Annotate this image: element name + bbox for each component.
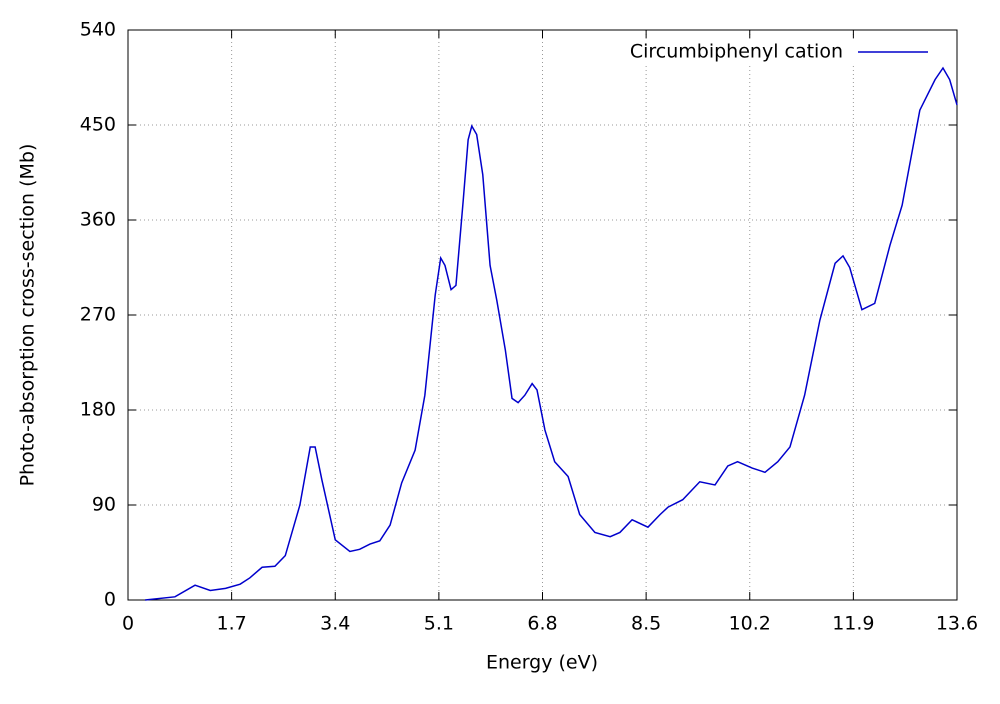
x-tick-label: 0	[122, 613, 134, 635]
y-tick-label: 540	[80, 19, 116, 41]
x-tick-label: 3.4	[320, 613, 350, 635]
x-axis-label: Energy (eV)	[486, 652, 598, 674]
legend-label: Circumbiphenyl cation	[630, 41, 843, 63]
x-tick-label: 13.6	[936, 613, 978, 635]
x-tick-label: 8.5	[631, 613, 661, 635]
y-tick-label: 0	[104, 589, 116, 611]
x-tick-label: 1.7	[217, 613, 247, 635]
x-tick-label: 5.1	[424, 613, 454, 635]
y-tick-label: 90	[92, 494, 116, 516]
y-tick-label: 450	[80, 114, 116, 136]
x-tick-label: 11.9	[832, 613, 874, 635]
y-tick-label: 360	[80, 209, 116, 231]
y-tick-label: 270	[80, 304, 116, 326]
y-axis-label: Photo-absorption cross-section (Mb)	[17, 144, 39, 487]
data-line	[144, 66, 958, 601]
x-tick-label: 10.2	[729, 613, 771, 635]
plot-frame	[127, 29, 958, 601]
x-tick-label: 6.8	[527, 613, 557, 635]
y-tick-label: 180	[80, 399, 116, 421]
